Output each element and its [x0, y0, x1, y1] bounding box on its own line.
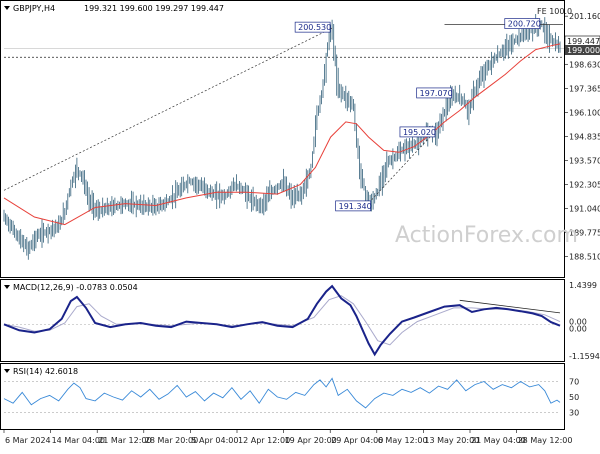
- rsi-title: RSI(14) 42.6018: [13, 367, 78, 376]
- annotation-label: 191.340: [339, 202, 372, 211]
- annotation-box: [335, 200, 371, 212]
- current-price-label: 199.447: [567, 37, 600, 46]
- x-tick-label: 19 Apr 20:00: [285, 436, 337, 445]
- annotation-box: [504, 18, 541, 29]
- x-tick-label: 21 May 04:00: [471, 436, 526, 445]
- macd-trend-line: [459, 299, 561, 314]
- symbol-label: GBPJPY,H4: [13, 4, 55, 13]
- price-tick-label: 201.160: [569, 12, 600, 21]
- x-tick-label: 28 May 12:00: [518, 436, 573, 445]
- macd-tick-label: -1.1594: [569, 352, 600, 361]
- x-tick-label: 13 May 20:00: [424, 436, 479, 445]
- macd-tick-label: 1.4399: [569, 281, 597, 290]
- macd-signal-line: [3, 295, 561, 346]
- price-panel-frame: [0, 0, 565, 278]
- rsi-header: RSI(14) 42.6018: [4, 367, 78, 376]
- price-tick-label: 192.305: [569, 181, 600, 190]
- rsi-tick-label: 70: [569, 378, 579, 387]
- watermark: ActionForex.com: [395, 223, 578, 248]
- x-tick-label: 29 Apr 04:00: [331, 436, 383, 445]
- price-tick-label: 198.630: [569, 60, 600, 69]
- price-header: GBPJPY,H4 199.321 199.600 199.297 199.44…: [4, 4, 224, 13]
- fib-label: FE 100.0: [537, 7, 572, 16]
- macd-panel-frame: [0, 279, 565, 362]
- x-tick-label: 6 Mar 2024: [5, 436, 51, 445]
- trend-line: [3, 27, 333, 191]
- rsi-tick-label: 50: [569, 393, 579, 402]
- x-tick-label: 12 Apr 12:00: [238, 436, 290, 445]
- x-tick-label: 5 Apr 04:00: [191, 436, 238, 445]
- x-tick-label: 21 Mar 12:00: [98, 436, 151, 445]
- price-tick-label: 189.775: [569, 229, 600, 238]
- x-tick-label: 6 May 12:00: [378, 436, 428, 445]
- rsi-tick-label: 30: [569, 409, 579, 418]
- price-tick-label: 191.040: [569, 205, 600, 214]
- level-price-label: 199.000: [567, 46, 600, 55]
- rsi-line: [3, 377, 561, 409]
- macd-header: MACD(12,26,9) -0.0783 0.0504: [4, 283, 138, 292]
- ohlc-label: 199.321 199.600 199.297 199.447: [84, 4, 224, 13]
- price-tick-label: 194.835: [569, 132, 600, 141]
- moving-average-line: [3, 43, 561, 226]
- trend-line: [371, 129, 438, 201]
- annotation-box: [416, 87, 453, 99]
- macd-tick-label: 0.00: [569, 317, 587, 326]
- annotation-box: [294, 21, 331, 33]
- annotation-box: [399, 126, 436, 138]
- macd-title: MACD(12,26,9) -0.0783 0.0504: [13, 283, 138, 292]
- level-price-box: [565, 45, 600, 55]
- price-tick-label: 197.365: [569, 84, 600, 93]
- price-tick-label: 188.510: [569, 253, 600, 262]
- macd-tick-label: 0.00: [569, 324, 587, 333]
- price-tick-label: 196.100: [569, 108, 600, 117]
- price-tick-label: 193.570: [569, 156, 600, 165]
- macd-line: [3, 284, 561, 357]
- annotation-label: 197.070: [420, 89, 453, 98]
- annotation-label: 195.020: [403, 128, 436, 137]
- rsi-panel-frame: [0, 363, 565, 430]
- annotation-label: 200.530: [298, 23, 331, 32]
- x-tick-label: 28 Mar 20:00: [145, 436, 198, 445]
- x-tick-label: 14 Mar 04:00: [52, 436, 105, 445]
- annotation-label: 200.720: [508, 20, 541, 29]
